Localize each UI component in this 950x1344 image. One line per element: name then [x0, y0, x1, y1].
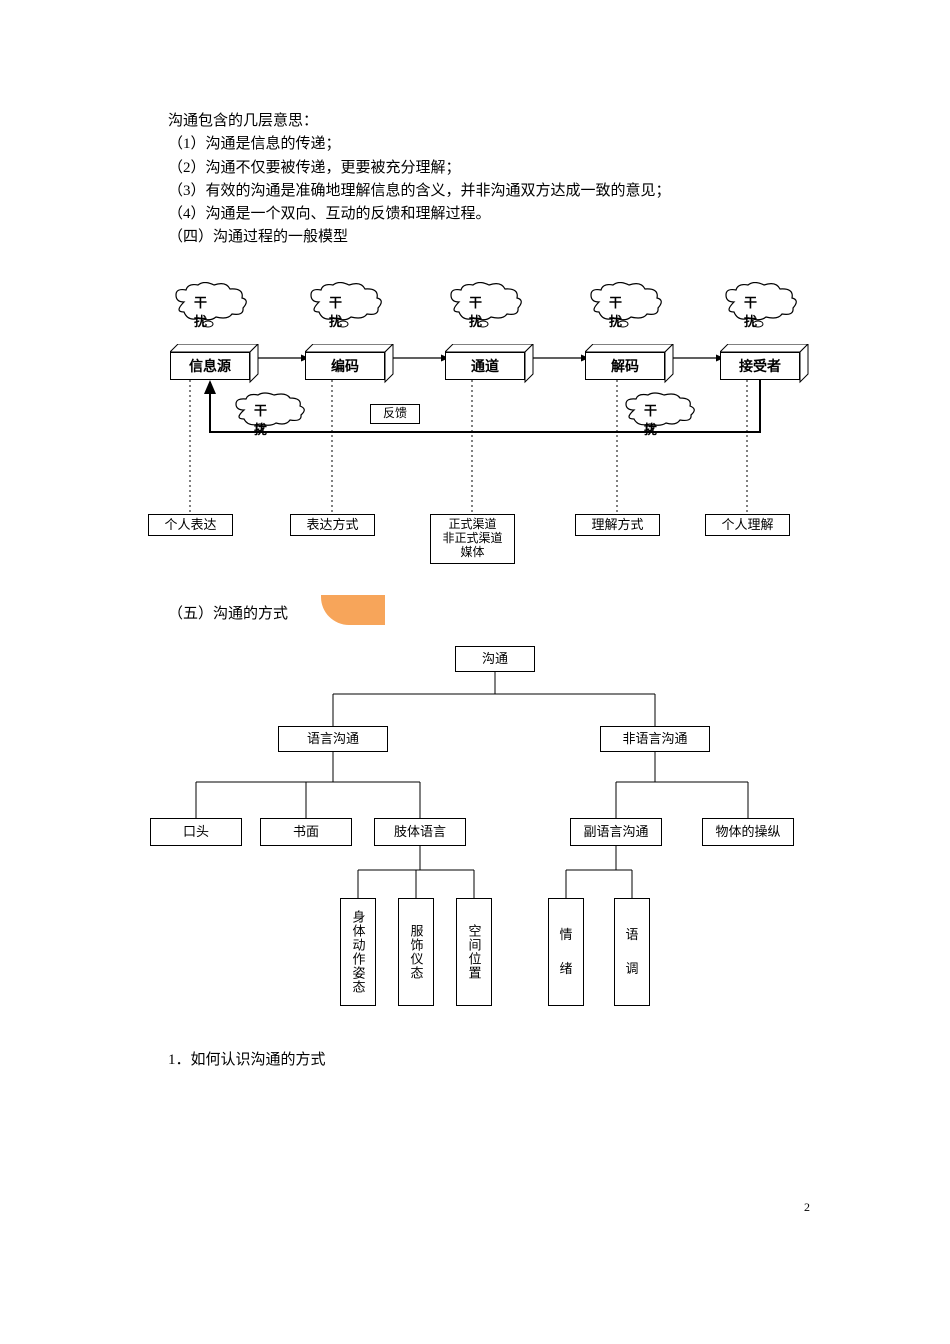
intro-line: （1）沟通是信息的传递； [168, 133, 950, 156]
tree-l3-objects: 物体的操纵 [702, 818, 794, 846]
intro-line: （3）有效的沟通是准确地理解信息的含义，并非沟通双方达成一致的意见； [168, 180, 950, 203]
bottom-box-understanding-mode: 理解方式 [575, 514, 660, 536]
communication-process-diagram: 干扰 干扰 干扰 干扰 干扰 信息源 编码 通道 [130, 282, 830, 572]
tree-l3-body: 肢体语言 [374, 818, 466, 846]
communication-modes-tree: 沟通 语言沟通 非语言沟通 口头 书面 肢体语言 副语言沟通 物体的操纵 身体动… [130, 630, 830, 1020]
tree-l3-paralanguage: 副语言沟通 [570, 818, 662, 846]
section-five-heading: （五）沟通的方式 [168, 602, 288, 623]
page-number: 2 [804, 1200, 810, 1215]
tree-l4-posture: 身体动作姿态 [340, 898, 376, 1006]
bottom-box-personal-expression: 个人表达 [148, 514, 233, 536]
bottom-box-expression-mode: 表达方式 [290, 514, 375, 536]
tree-l4-space: 空间位置 [456, 898, 492, 1006]
bottom-box-channels: 正式渠道 非正式渠道 媒体 [430, 514, 515, 564]
intro-line: （4）沟通是一个双向、互动的反馈和理解过程。 [168, 203, 950, 226]
tree-l4-emotion: 情 绪 [548, 898, 584, 1006]
tree-l2-verbal: 语言沟通 [278, 726, 388, 752]
tree-l3-oral: 口头 [150, 818, 242, 846]
tree-l4-tone: 语 调 [614, 898, 650, 1006]
intro-heading: 沟通包含的几层意思： [168, 110, 950, 133]
tree-root: 沟通 [455, 646, 535, 672]
bottom-question: 1．如何认识沟通的方式 [168, 1048, 326, 1069]
feedback-box: 反馈 [370, 404, 420, 424]
intro-line: （四）沟通过程的一般模型 [168, 226, 950, 249]
tree-l2-nonverbal: 非语言沟通 [600, 726, 710, 752]
tree-l3-written: 书面 [260, 818, 352, 846]
orange-decoration [321, 595, 385, 625]
intro-text: 沟通包含的几层意思： （1）沟通是信息的传递； （2）沟通不仅要被传递，更要被充… [168, 110, 950, 250]
bottom-box-personal-understanding: 个人理解 [705, 514, 790, 536]
intro-line: （2）沟通不仅要被传递，更要被充分理解； [168, 157, 950, 180]
tree-l4-attire: 服饰仪态 [398, 898, 434, 1006]
